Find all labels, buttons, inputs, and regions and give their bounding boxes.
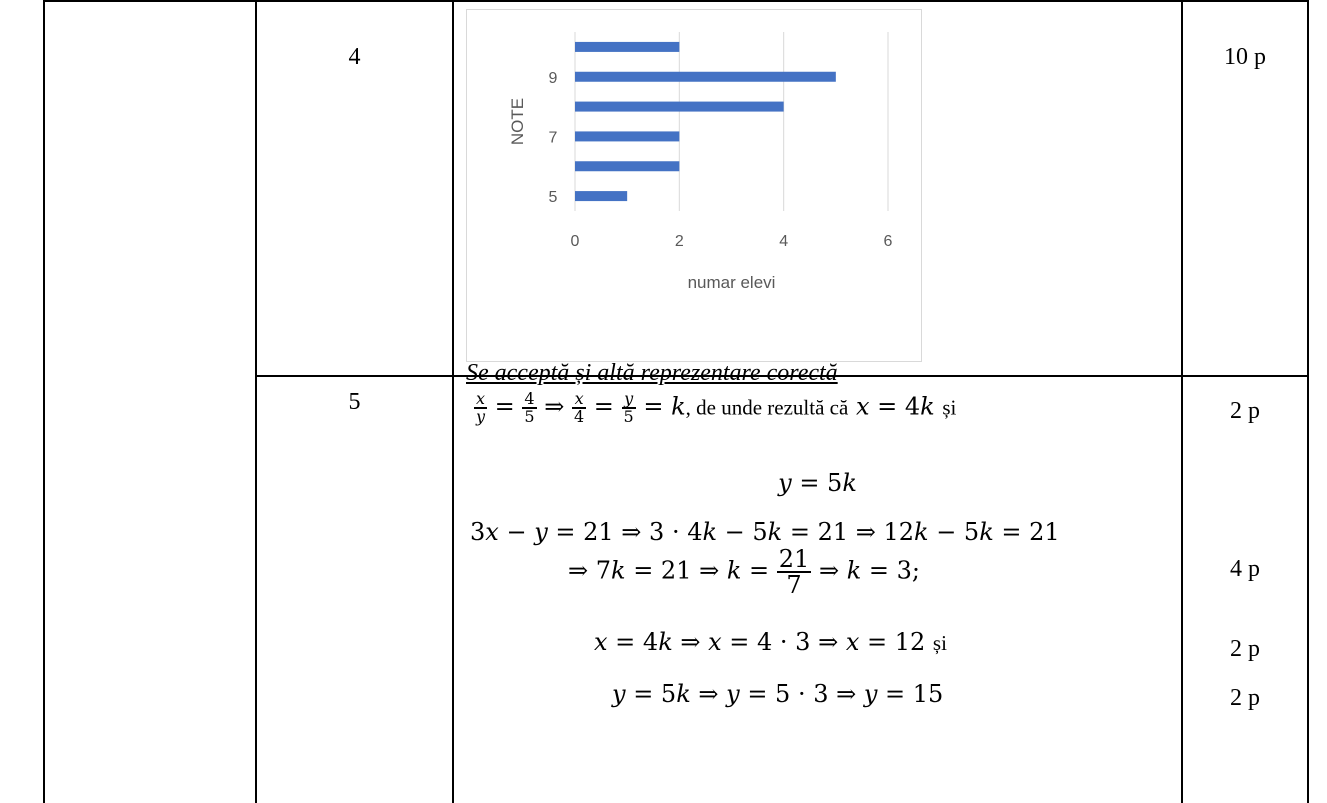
equation-3: 3x − y = 21 ⇒ 3 · 4k − 5k = 21 ⇒ 12k − 5… bbox=[470, 518, 1060, 546]
si-text-2: și bbox=[932, 631, 947, 655]
row5-points-1: 2 p bbox=[1230, 398, 1260, 424]
y-tick-label: 9 bbox=[549, 70, 558, 87]
bar-9 bbox=[575, 71, 836, 82]
table-border-top bbox=[43, 0, 1309, 2]
bar-5 bbox=[575, 191, 628, 202]
table-col-divider-2 bbox=[452, 0, 454, 803]
row4-number: 4 bbox=[348, 44, 361, 70]
x-tick-label: 6 bbox=[884, 233, 893, 250]
row5-number: 5 bbox=[348, 389, 361, 415]
bar-7 bbox=[575, 131, 680, 142]
bar-6 bbox=[575, 161, 680, 172]
equation-6: y = 5k ⇒ y = 5 · 3 ⇒ y = 15 bbox=[612, 680, 944, 708]
equation-2: y = 5k bbox=[778, 469, 857, 497]
y-tick-label: 5 bbox=[549, 189, 558, 206]
equation-4: ⇒ 7k = 21 ⇒ k = 21 7 ⇒ k = 3; bbox=[568, 545, 920, 599]
row5-points-3: 2 p bbox=[1230, 636, 1260, 662]
bar-chart-svg: 0 2 4 6 5 7 9 numar elevi NOTE bbox=[508, 32, 893, 292]
row5-points-4: 2 p bbox=[1230, 685, 1260, 711]
x-axis-title: numar elevi bbox=[688, 273, 776, 292]
row4-points: 10 p bbox=[1224, 44, 1266, 70]
table-col-divider-3 bbox=[1181, 0, 1183, 803]
x-tick-label: 0 bbox=[571, 233, 580, 250]
y-tick-label: 7 bbox=[549, 129, 558, 146]
row4-caption: Se acceptă și altă reprezentare corectă bbox=[466, 360, 838, 386]
unde-text: , de unde rezultă că bbox=[685, 395, 849, 420]
x-tick-label: 4 bbox=[779, 233, 788, 250]
equation-5: x = 4k ⇒ x = 4 · 3 ⇒ x = 12 și bbox=[594, 628, 947, 656]
row5-points-2: 4 p bbox=[1230, 556, 1260, 582]
bar-8 bbox=[575, 101, 784, 112]
bar-10 bbox=[575, 41, 680, 52]
table-col-divider-1 bbox=[255, 0, 257, 803]
si-text-1: și bbox=[942, 395, 957, 420]
table-border-left bbox=[43, 0, 45, 803]
x-tick-label: 2 bbox=[675, 233, 684, 250]
table-border-right bbox=[1307, 0, 1309, 803]
table-row-divider bbox=[255, 375, 1309, 377]
y-axis-title: NOTE bbox=[508, 98, 527, 145]
bar-chart: 0 2 4 6 5 7 9 numar elevi NOTE bbox=[466, 9, 922, 362]
